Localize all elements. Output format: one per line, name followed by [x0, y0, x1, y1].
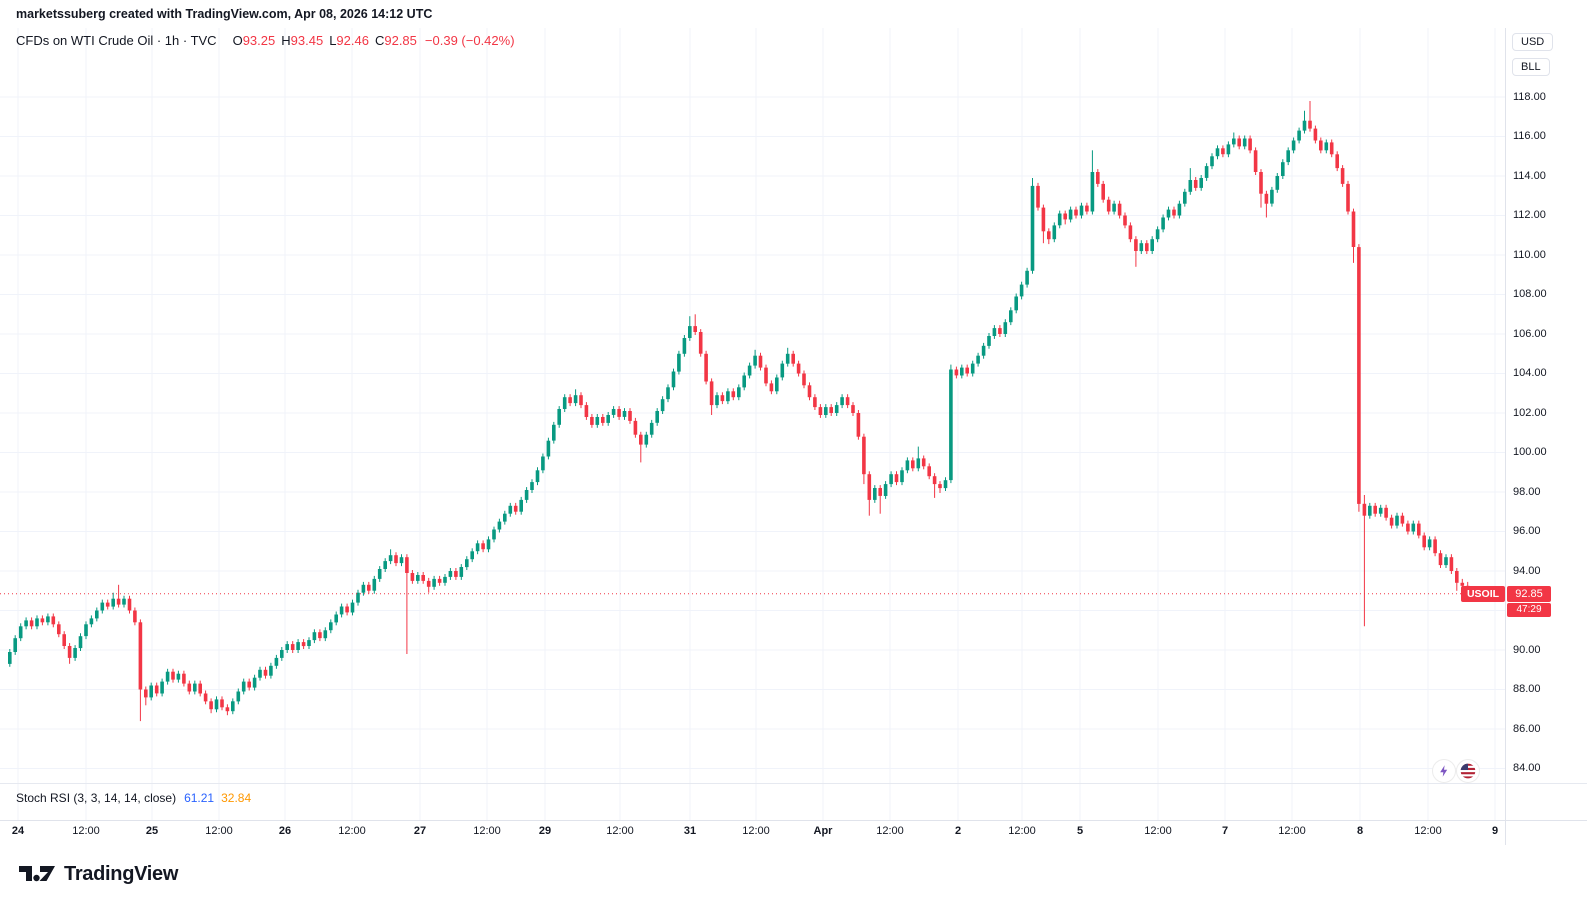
indicator-d-value: 32.84: [221, 791, 252, 805]
price-axis[interactable]: 118.00 116.00 114.00 112.00 110.00 108.00 106.…: [1506, 0, 1587, 820]
price-axis-label: 88.00: [1513, 683, 1541, 695]
price-axis-label: 96.00: [1513, 525, 1541, 537]
time-axis-label: 2: [954, 825, 962, 837]
time-axis-border: [0, 820, 1587, 821]
attribution-text: marketssuberg created with TradingView.c…: [16, 7, 433, 21]
change-value: −0.39 (−0.42%): [424, 33, 515, 48]
time-axis-label: 27: [413, 825, 427, 837]
us-flag-icon: [1460, 763, 1476, 779]
time-axis-label: 29: [538, 825, 552, 837]
time-axis-label: 25: [145, 825, 159, 837]
price-axis-label: 98.00: [1513, 485, 1541, 498]
time-axis-label: 12:00: [606, 825, 634, 837]
time-axis-label: 12:00: [876, 825, 904, 837]
time-axis-label: 12:00: [1008, 825, 1036, 837]
time-axis-label: 12:00: [742, 825, 770, 837]
price-axis-label: 118.00: [1513, 90, 1546, 103]
us-flag-button[interactable]: [1456, 759, 1480, 783]
price-axis-border: [1505, 28, 1506, 845]
time-axis-label: 12:00: [473, 825, 501, 837]
price-axis-label: 86.00: [1513, 722, 1541, 735]
price-axis-label: 112.00: [1513, 209, 1546, 221]
price-axis-label: 100.00: [1513, 446, 1547, 458]
price-axis-label: 94.00: [1513, 564, 1541, 577]
candles: [8, 101, 1470, 722]
time-axis-label: 9: [1491, 825, 1499, 837]
boost-button[interactable]: [1432, 759, 1456, 783]
time-axis-label: 12:00: [338, 825, 366, 837]
open-value: 93.25: [242, 33, 276, 48]
time-axis-label: 8: [1356, 825, 1364, 837]
time-axis-label: 31: [683, 825, 697, 837]
close-value: 92.85: [384, 33, 417, 48]
tradingview-logo-icon: [19, 866, 55, 882]
price-axis-label: 106.00: [1513, 327, 1547, 340]
price-axis-label: 90.00: [1513, 643, 1541, 656]
time-axis-label: 7: [1221, 825, 1229, 837]
price-axis-label: 116.00: [1513, 130, 1546, 142]
low-value: 92.46: [336, 33, 369, 48]
unit-button[interactable]: BLL: [1512, 58, 1550, 76]
high-label: H: [281, 33, 291, 48]
time-axis-label: 12:00: [1414, 825, 1442, 837]
tradingview-logo-text: TradingView: [64, 862, 179, 885]
currency-button[interactable]: USD: [1512, 33, 1554, 51]
symbol-title: CFDs on WTI Crude Oil · 1h · TVC: [16, 33, 217, 48]
price-tag-value: 92.85: [1507, 585, 1551, 602]
time-axis-label: 12:00: [1144, 825, 1172, 837]
symbol-legend[interactable]: CFDs on WTI Crude Oil · 1h · TVC O93.25 H9…: [16, 33, 515, 48]
time-axis-label: 26: [278, 825, 292, 837]
time-axis-label: 24: [11, 825, 25, 837]
tradingview-logo[interactable]: TradingView: [18, 860, 178, 888]
indicator-k-value: 61.21: [184, 791, 215, 805]
low-label: L: [329, 33, 337, 48]
time-axis-label: 12:00: [205, 825, 233, 837]
price-axis-label: 114.00: [1513, 169, 1546, 182]
lightning-icon: [1440, 765, 1448, 777]
price-tag-symbol: USOIL: [1461, 585, 1505, 602]
time-axis-label: 12:00: [72, 825, 100, 837]
time-axis[interactable]: 24 12:00 25 12:00 26 12:00 27 12:00 29 12:00 31 12:…: [0, 825, 1587, 845]
close-label: C: [374, 33, 385, 48]
indicator-legend[interactable]: Stoch RSI (3, 3, 14, 14, close) 61.21 32.8…: [16, 791, 251, 805]
pane-separator[interactable]: [0, 783, 1587, 784]
time-axis-label: 12:00: [1278, 825, 1306, 837]
price-axis-label: 84.00: [1513, 762, 1541, 774]
chart-canvas[interactable]: [0, 0, 1505, 822]
price-axis-label: 110.00: [1513, 248, 1546, 261]
price-axis-label: 104.00: [1513, 367, 1547, 379]
open-label: O: [232, 33, 243, 48]
time-axis-label: 5: [1076, 825, 1084, 837]
gridlines: [0, 28, 1505, 820]
price-axis-label: 108.00: [1513, 288, 1547, 300]
price-axis-label: 102.00: [1513, 406, 1547, 419]
indicator-title: Stoch RSI (3, 3, 14, 14, close): [16, 791, 177, 805]
last-price-tag: USOIL 92.85 47:29: [1461, 585, 1587, 618]
price-tag-countdown: 47:29: [1507, 602, 1551, 617]
time-axis-label: Apr: [813, 825, 833, 837]
high-value: 93.45: [290, 33, 324, 48]
